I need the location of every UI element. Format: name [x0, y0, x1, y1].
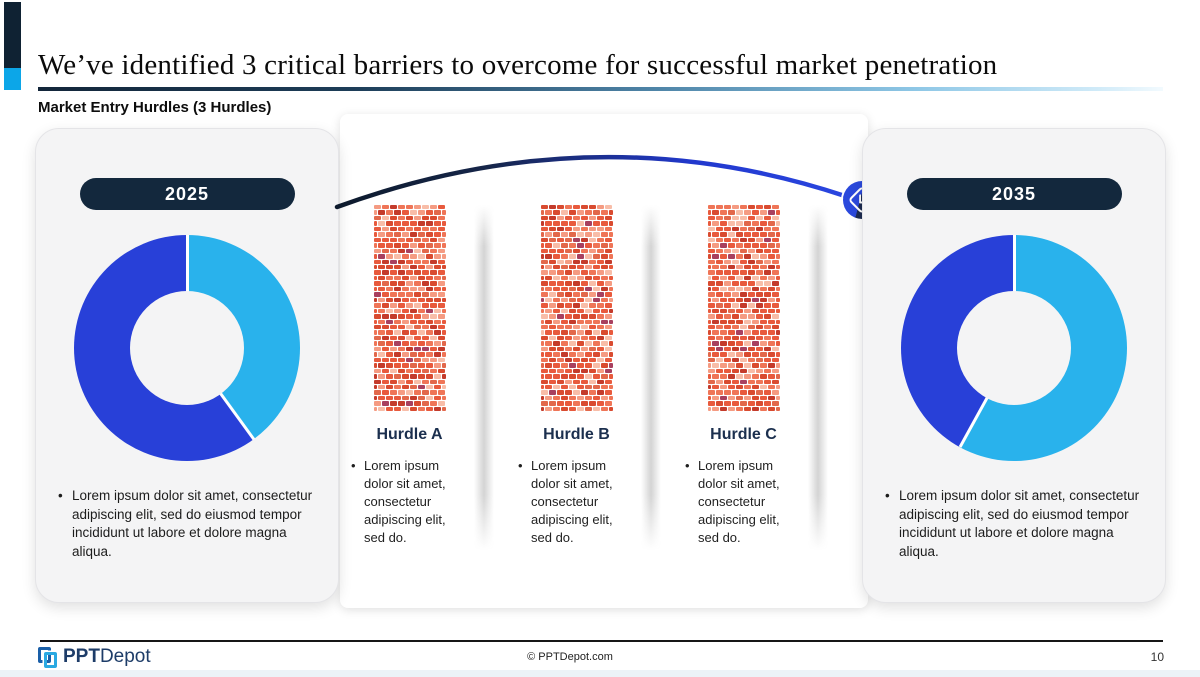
footer-divider	[40, 640, 1163, 642]
brick-wall	[707, 205, 780, 412]
panel-gap-shadow	[808, 205, 828, 550]
hurdle-column-c: Hurdle C Lorem ipsum dolor sit amet, con…	[671, 114, 816, 547]
donut-chart-2025	[74, 235, 300, 461]
year-card-bullet: Lorem ipsum dolor sit amet, consectetur …	[58, 487, 324, 561]
year-badge-2035: 2035	[906, 178, 1122, 210]
year-badge-2025: 2025	[79, 178, 295, 210]
accent-bar-navy	[4, 2, 21, 68]
hurdle-label: Hurdle A	[376, 426, 443, 443]
hurdle-column-b: Hurdle B Lorem ipsum dolor sit amet, con…	[504, 114, 649, 547]
year-card-2035: 2035 Lorem ipsum dolor sit amet, consect…	[862, 128, 1166, 603]
hurdle-bullet: Lorem ipsum dolor sit amet, consectetur …	[685, 457, 796, 547]
panel-gap-shadow	[474, 205, 494, 550]
pptdepot-logo: PPT Depot	[38, 646, 151, 668]
hurdle-label: Hurdle C	[710, 426, 777, 443]
pptdepot-logo-icon	[38, 646, 57, 668]
donut-chart-2035	[901, 235, 1127, 461]
brick-wall	[373, 205, 446, 412]
year-card-2025: 2025 Lorem ipsum dolor sit amet, consect…	[35, 128, 339, 603]
logo-text-bold: PPT	[63, 646, 100, 667]
brick-wall	[540, 205, 613, 412]
section-subtitle: Market Entry Hurdles (3 Hurdles)	[38, 99, 272, 116]
accent-bar-cyan	[4, 68, 21, 90]
title-underline	[38, 87, 1163, 91]
hurdle-label: Hurdle B	[543, 426, 610, 443]
donut-hole	[130, 291, 244, 405]
hurdle-bullet: Lorem ipsum dolor sit amet, consectetur …	[518, 457, 629, 547]
footer-copyright: © PPTDepot.com	[527, 651, 613, 663]
hurdle-column-a: Hurdle A Lorem ipsum dolor sit amet, con…	[337, 114, 482, 547]
page-number: 10	[1150, 650, 1164, 664]
bottom-accent-bar	[0, 670, 1200, 677]
logo-text-regular: Depot	[99, 646, 151, 667]
hurdle-bullet: Lorem ipsum dolor sit amet, consectetur …	[351, 457, 462, 547]
year-card-bullet: Lorem ipsum dolor sit amet, consectetur …	[885, 487, 1151, 561]
page-title: We’ve identified 3 critical barriers to …	[38, 49, 998, 81]
donut-hole	[957, 291, 1071, 405]
panel-gap-shadow	[641, 205, 661, 550]
